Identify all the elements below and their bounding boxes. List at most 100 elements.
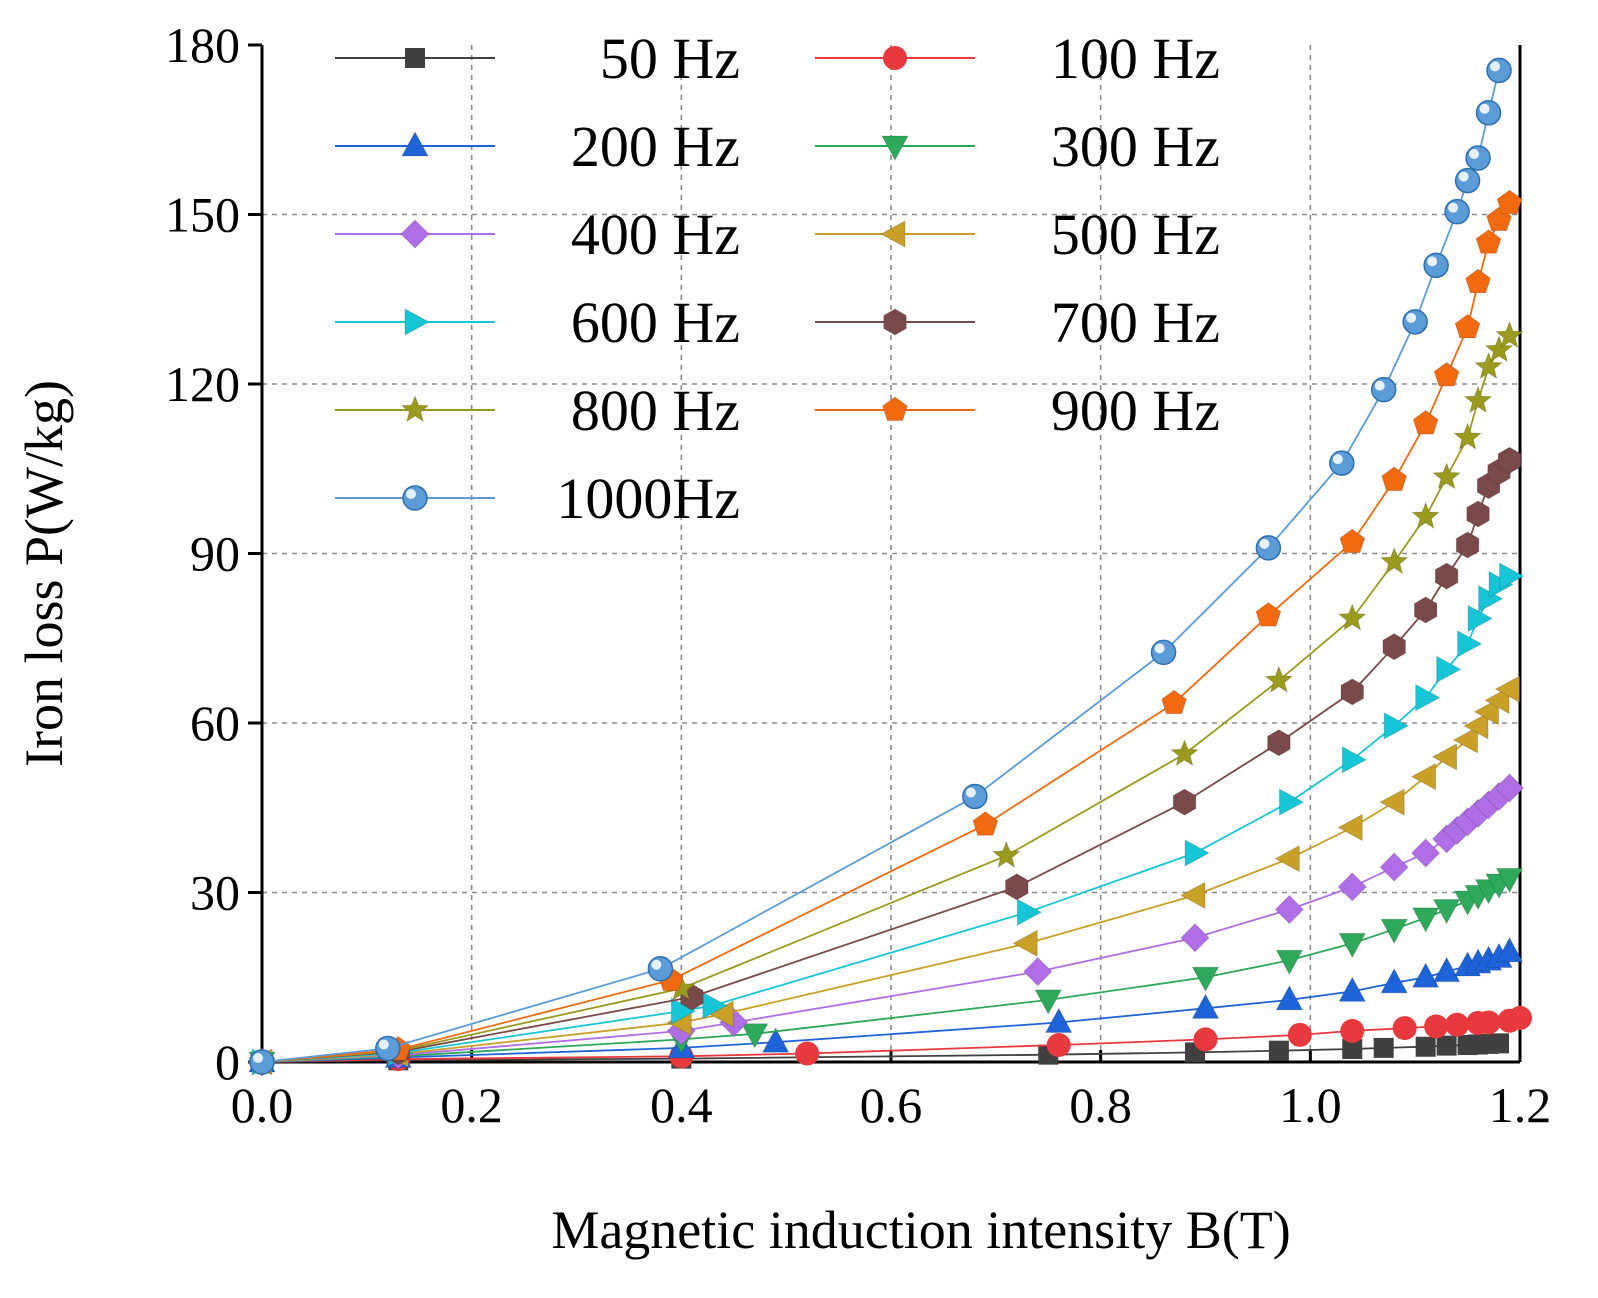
data-point xyxy=(991,840,1021,869)
legend-entry: 1000Hz xyxy=(335,466,740,531)
data-point-highlight xyxy=(1332,454,1343,465)
legend-label: 1000Hz xyxy=(556,466,740,531)
series-6 xyxy=(251,562,1525,1076)
data-point-highlight xyxy=(965,787,976,798)
data-point xyxy=(1434,562,1459,590)
series-8 xyxy=(247,320,1525,1075)
y-tick-label: 0 xyxy=(215,1034,240,1090)
data-point xyxy=(1005,873,1029,901)
data-point xyxy=(1278,788,1305,816)
data-point xyxy=(1392,1016,1417,1041)
data-point xyxy=(1184,839,1211,867)
data-point-body xyxy=(1150,639,1177,666)
data-point xyxy=(1444,198,1470,225)
data-point xyxy=(1339,528,1366,554)
legend: 50 Hz 100 Hz 200 Hz 300 Hz 400 Hz 500 Hz 600 H… xyxy=(335,26,1220,531)
data-point xyxy=(1016,898,1043,927)
data-point-body xyxy=(962,783,988,810)
data-point xyxy=(1274,844,1300,873)
legend-entry: 800 Hz xyxy=(335,378,740,443)
data-point xyxy=(972,811,999,836)
legend-label: 900 Hz xyxy=(1051,378,1220,443)
legend-label: 500 Hz xyxy=(1051,202,1220,267)
data-point xyxy=(740,1023,769,1049)
legend-entry: 100 Hz xyxy=(815,26,1220,91)
data-point-body xyxy=(1329,450,1355,476)
data-point xyxy=(795,1041,820,1066)
series-line xyxy=(261,70,1500,1063)
data-point xyxy=(1483,686,1510,715)
data-point xyxy=(1046,1033,1071,1058)
legend-label: 100 Hz xyxy=(1051,26,1220,91)
x-tick-label: 0.2 xyxy=(440,1077,503,1133)
data-point-highlight xyxy=(1479,103,1490,114)
data-point xyxy=(1191,993,1220,1019)
data-point xyxy=(1455,531,1480,559)
legend-marker xyxy=(405,48,425,68)
series-line xyxy=(261,335,1511,1063)
series-line xyxy=(261,575,1511,1063)
data-point-body xyxy=(1402,309,1428,335)
data-point xyxy=(1410,762,1437,791)
data-point-highlight xyxy=(1490,61,1501,72)
legend-entry: 200 Hz xyxy=(335,114,740,179)
data-point xyxy=(1496,189,1523,215)
data-point-body xyxy=(249,1049,275,1075)
data-point xyxy=(1467,604,1494,633)
data-point xyxy=(1338,932,1367,959)
data-point xyxy=(1274,894,1305,925)
data-point xyxy=(1337,603,1367,631)
data-point xyxy=(1413,596,1438,624)
x-tick-label: 0.8 xyxy=(1069,1077,1132,1133)
data-point xyxy=(1436,1035,1457,1056)
data-point xyxy=(1431,461,1462,490)
data-point xyxy=(1423,252,1449,279)
data-point-highlight xyxy=(1458,171,1469,182)
data-point xyxy=(1433,361,1460,387)
series-line xyxy=(261,688,1511,1063)
data-point xyxy=(647,956,674,982)
data-point-highlight xyxy=(1448,202,1459,213)
legend-marker xyxy=(404,308,431,336)
data-point-highlight xyxy=(1406,312,1417,323)
x-axis-title: Magnetic induction intensity B(T) xyxy=(551,1200,1290,1260)
data-point xyxy=(1379,852,1409,882)
data-point xyxy=(1342,1039,1363,1060)
data-point xyxy=(1275,949,1304,976)
y-axis-title: Iron loss P(W/kg) xyxy=(14,380,74,767)
data-point xyxy=(1411,501,1441,530)
legend-entry: 700 Hz xyxy=(815,290,1220,355)
data-point xyxy=(1373,1037,1394,1058)
data-point-body xyxy=(1370,376,1397,403)
data-point-body xyxy=(1255,535,1282,561)
data-point xyxy=(1495,867,1524,894)
data-point xyxy=(1402,309,1428,335)
data-point xyxy=(1465,145,1491,171)
data-point-body xyxy=(1423,252,1449,279)
legend-marker xyxy=(400,394,430,423)
data-point xyxy=(1494,773,1525,803)
data-point-highlight xyxy=(1374,380,1385,391)
data-point xyxy=(1180,922,1210,953)
data-point xyxy=(1415,1036,1436,1057)
data-point xyxy=(1044,1007,1073,1033)
data-point xyxy=(1495,936,1524,963)
data-point xyxy=(249,1049,275,1075)
data-point xyxy=(1415,683,1441,712)
data-point-highlight xyxy=(1259,538,1270,549)
data-point-highlight xyxy=(651,959,662,970)
series-7 xyxy=(250,446,1522,1076)
data-point xyxy=(1410,838,1441,868)
series-lines xyxy=(246,57,1532,1078)
data-point xyxy=(1340,678,1365,706)
data-point xyxy=(1432,956,1461,983)
data-point xyxy=(1337,872,1367,902)
data-point xyxy=(1411,962,1440,988)
data-point xyxy=(1508,1005,1532,1030)
legend-marker xyxy=(402,485,428,511)
data-point-body xyxy=(1475,100,1502,126)
data-point xyxy=(1023,956,1053,987)
data-point xyxy=(1475,100,1502,126)
y-tick-label: 120 xyxy=(165,356,240,412)
